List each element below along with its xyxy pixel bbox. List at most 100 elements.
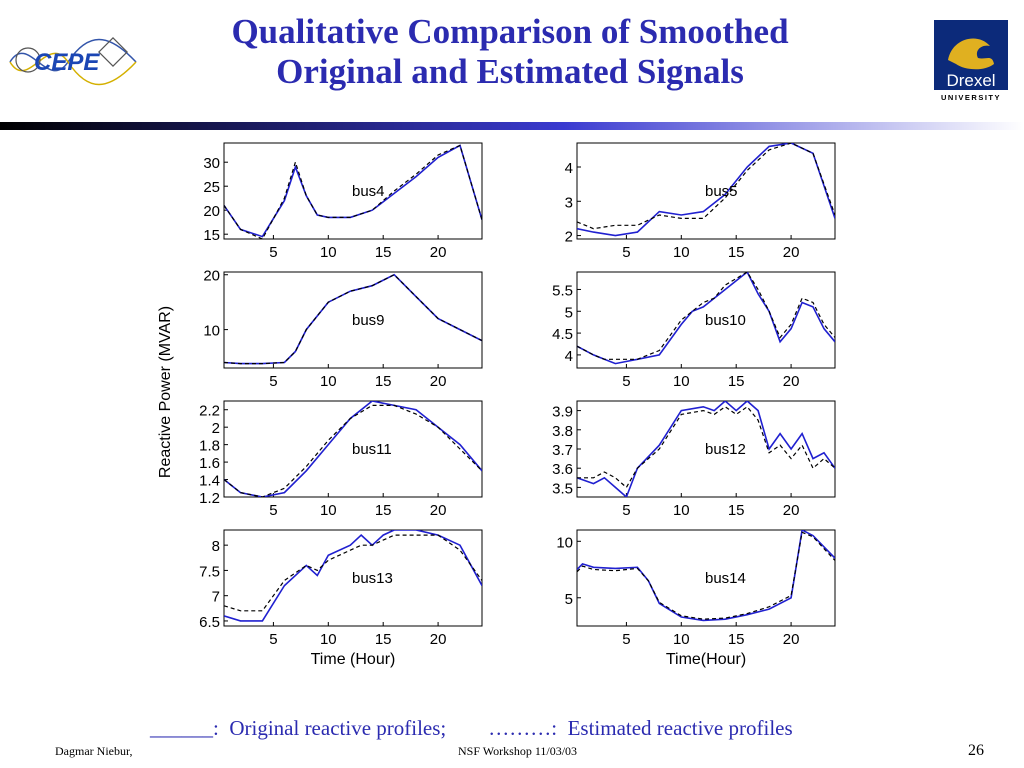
shared-y-axis-label: Reactive Power (MVAR) — [157, 306, 174, 478]
y-tick-label: 4.5 — [552, 326, 573, 343]
panel-label: bus12 — [705, 441, 746, 458]
drexel-logo: Drexel UNIVERSITY — [934, 20, 1008, 102]
x-tick-label: 10 — [673, 631, 690, 648]
page-number: 26 — [968, 742, 984, 759]
subplot-bus11: 1.21.41.61.822.2 5 10 15 20 bus11 — [199, 400, 483, 519]
series-line-original — [577, 272, 835, 365]
x-tick-label: 10 — [673, 502, 690, 519]
y-tick-label: 15 — [203, 227, 220, 244]
subplot-bus9: 10 20 5 10 15 20 bus9 — [203, 268, 483, 390]
x-tick-label: 5 — [622, 631, 630, 648]
x-tick-label: 5 — [622, 502, 630, 519]
x-tick-label: 20 — [783, 502, 800, 519]
x-tick-label: 15 — [375, 244, 392, 261]
footer-event: NSF Workshop 11/03/03 — [458, 744, 578, 758]
panel-label: bus5 — [705, 183, 738, 200]
panel-label: bus11 — [352, 441, 392, 458]
y-tick-label: 2.2 — [199, 403, 220, 420]
y-tick-label: 3.5 — [552, 480, 573, 497]
x-tick-label: 5 — [269, 631, 277, 648]
x-tick-label: 10 — [320, 373, 337, 390]
x-tick-label: 10 — [673, 373, 690, 390]
x-tick-label: 20 — [783, 631, 800, 648]
x-tick-label: 5 — [269, 244, 277, 261]
y-tick-label: 6.5 — [199, 614, 220, 631]
y-tick-label: 10 — [556, 534, 573, 551]
x-axis-label: Time (Hour) — [311, 651, 396, 668]
y-tick-label: 5 — [565, 591, 573, 608]
drexel-logo-name: Drexel — [946, 71, 995, 90]
x-tick-label: 15 — [728, 631, 745, 648]
x-tick-label: 5 — [269, 373, 277, 390]
cepe-logo: CEPE — [9, 37, 137, 86]
series-line-original — [577, 401, 835, 497]
y-tick-label: 1.6 — [199, 455, 220, 472]
drexel-logo-sub: UNIVERSITY — [941, 93, 1001, 102]
x-tick-label: 10 — [673, 244, 690, 261]
y-tick-label: 30 — [203, 155, 220, 172]
y-tick-label: 10 — [203, 323, 220, 340]
x-tick-label: 20 — [783, 244, 800, 261]
plot-frame — [576, 529, 836, 627]
y-tick-label: 1.8 — [199, 438, 220, 455]
y-tick-label: 3.8 — [552, 423, 573, 440]
y-tick-label: 5.5 — [552, 282, 573, 299]
y-tick-label: 20 — [203, 203, 220, 220]
series-line-estimated — [224, 144, 482, 239]
subplot-bus14: 5 10 5 10 15 20 bus14 Time(Hour) — [556, 529, 836, 668]
y-tick-label: 4 — [565, 160, 573, 177]
y-tick-label: 8 — [212, 538, 220, 555]
x-tick-label: 15 — [375, 373, 392, 390]
title-line-2: Original and Estimated Signals — [276, 52, 744, 91]
series-line-estimated — [224, 404, 482, 497]
panel-label: bus4 — [352, 183, 385, 200]
y-tick-label: 1.4 — [199, 473, 220, 490]
x-axis-label: Time(Hour) — [666, 651, 746, 668]
subplot-bus4: 15 20 25 30 5 10 15 20 bus4 — [203, 142, 483, 261]
y-tick-label: 4 — [565, 348, 573, 365]
x-tick-label: 5 — [622, 244, 630, 261]
subplot-bus10: 4 4.5 5 5.5 5 10 15 20 bus10 — [552, 271, 836, 390]
subplot-bus5: 2 3 4 5 10 15 20 bus5 — [565, 142, 836, 261]
panel-label: bus14 — [705, 570, 746, 587]
x-tick-label: 20 — [430, 244, 447, 261]
y-tick-label: 5 — [565, 304, 573, 321]
x-tick-label: 15 — [728, 244, 745, 261]
legend-caption: ______: Original reactive profiles; ………:… — [150, 716, 793, 740]
y-tick-label: 20 — [203, 268, 220, 285]
subplot-bus13: 6.5 7 7.5 8 5 10 15 20 bus13 Time (Hour) — [199, 529, 483, 668]
y-tick-label: 3.7 — [552, 442, 573, 459]
series-line-original — [577, 143, 835, 237]
x-tick-label: 20 — [783, 373, 800, 390]
x-tick-label: 20 — [430, 631, 447, 648]
plot-frame — [576, 271, 836, 369]
footer-author: Dagmar Niebur, — [55, 744, 133, 758]
y-tick-label: 2 — [565, 229, 573, 246]
y-tick-label: 3.6 — [552, 461, 573, 478]
y-tick-label: 3.9 — [552, 404, 573, 421]
cepe-logo-text: CEPE — [34, 49, 100, 76]
slide-title: Qualitative Comparison of Smoothed Origi… — [140, 12, 880, 92]
title-line-1: Qualitative Comparison of Smoothed — [231, 12, 789, 51]
x-tick-label: 10 — [320, 502, 337, 519]
y-tick-label: 25 — [203, 179, 220, 196]
plot-frame — [576, 142, 836, 240]
x-tick-label: 20 — [430, 502, 447, 519]
y-tick-label: 7 — [212, 589, 220, 606]
plot-frame — [223, 142, 483, 240]
subplot-bus12: 3.5 3.6 3.7 3.8 3.9 5 10 15 20 bus12 — [552, 400, 836, 519]
x-tick-label: 15 — [375, 631, 392, 648]
title-divider — [0, 122, 1024, 130]
x-tick-label: 15 — [375, 502, 392, 519]
x-tick-label: 10 — [320, 631, 337, 648]
y-tick-label: 2 — [212, 420, 220, 437]
y-tick-label: 7.5 — [199, 563, 220, 580]
x-tick-label: 10 — [320, 244, 337, 261]
series-line-estimated — [224, 273, 482, 365]
x-tick-label: 15 — [728, 373, 745, 390]
panel-label: bus9 — [352, 312, 385, 329]
y-tick-label: 1.2 — [199, 490, 220, 507]
series-line-estimated — [577, 531, 835, 620]
panel-label: bus13 — [352, 570, 393, 587]
